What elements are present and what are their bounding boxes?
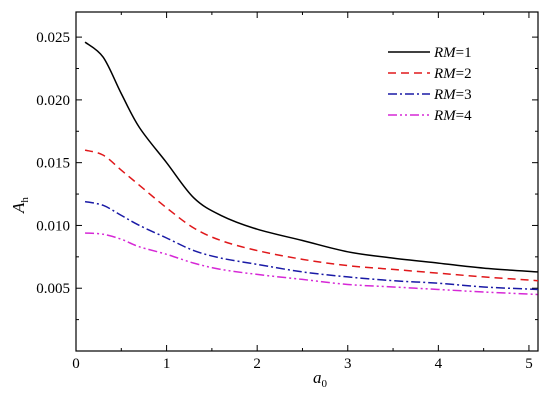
y-tick-label: 0.005	[36, 281, 70, 297]
legend-label-rm3: RM=3	[433, 87, 472, 103]
legend-label-value: =4	[456, 108, 472, 124]
x-tick-label: 2	[253, 356, 261, 372]
plot-frame	[75, 11, 539, 352]
y-tick-label: 0.025	[36, 30, 70, 46]
x-tick-label: 1	[163, 356, 171, 372]
legend-label-var: RM	[433, 66, 457, 82]
x-tick-label: 3	[344, 356, 352, 372]
x-axis-title-subscript: 0	[322, 378, 328, 390]
legend-label-rm1: RM=1	[433, 45, 472, 61]
series-line-rm2	[84, 149, 539, 282]
x-tick-label: 0	[72, 356, 80, 372]
legend-label-rm4: RM=4	[433, 108, 472, 124]
y-tick-label: 0.010	[36, 218, 70, 234]
axis-ticks: 0 1 2 3 4 5 0.005 0.010 0.015 0.020 0.025	[36, 12, 538, 372]
legend-label-var: RM	[433, 108, 457, 124]
series-line-rm1	[84, 41, 539, 273]
plot-area	[75, 11, 539, 352]
x-tick-label: 4	[435, 356, 443, 372]
y-tick-label: 0.020	[36, 93, 70, 109]
legend: RM=1RM=2RM=3RM=4	[388, 45, 472, 124]
x-axis-title-main: a	[313, 368, 322, 387]
legend-label-var: RM	[433, 45, 457, 61]
series-line-rm3	[84, 200, 539, 291]
x-tick-label: 5	[525, 356, 533, 372]
y-tick-label: 0.015	[36, 156, 70, 172]
legend-label-value: =1	[456, 45, 472, 61]
series-lines	[84, 41, 539, 296]
y-axis-title-subscript: h	[19, 197, 31, 203]
legend-label-value: =2	[456, 66, 472, 82]
legend-label-rm2: RM=2	[433, 66, 472, 82]
legend-label-value: =3	[456, 87, 472, 103]
y-axis-title-main: A	[9, 202, 28, 214]
x-axis-title: a0	[313, 368, 328, 390]
series-line-rm4	[85, 232, 539, 296]
legend-label-var: RM	[433, 87, 457, 103]
y-axis-title: Ah	[9, 197, 31, 214]
